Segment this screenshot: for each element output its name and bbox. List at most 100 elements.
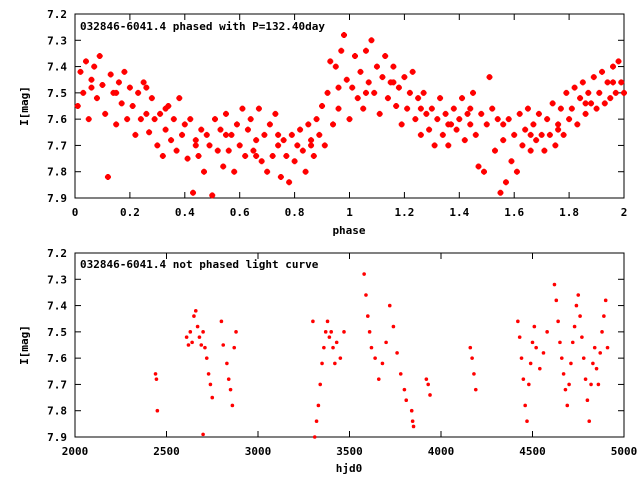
x-tick-label: 0.8	[285, 206, 305, 219]
data-point	[505, 116, 512, 123]
x-tick-label: 2500	[153, 445, 180, 458]
data-point	[308, 142, 315, 149]
data-point	[239, 105, 246, 112]
data-point	[232, 345, 237, 350]
data-point	[417, 131, 424, 138]
data-point	[428, 393, 432, 397]
data-point	[574, 121, 581, 128]
unphased-y-axis-label: I[mag]	[18, 325, 31, 365]
data-point	[603, 298, 608, 303]
data-point	[305, 121, 312, 128]
data-point	[404, 398, 409, 403]
data-point	[442, 110, 449, 117]
data-point	[583, 377, 588, 381]
x-tick-label: 0.2	[120, 206, 140, 219]
data-point	[380, 361, 385, 366]
data-point	[335, 105, 342, 112]
data-point	[308, 137, 315, 144]
unphased-light-curve-panel: 032846-6041.4 not phased light curve 200…	[18, 247, 637, 475]
data-point	[230, 403, 235, 408]
y-tick-label: 7.2	[47, 247, 67, 260]
y-tick-label: 7.2	[47, 8, 67, 21]
data-point	[522, 126, 529, 133]
phased-y-axis-label: I[mag]	[18, 86, 31, 126]
data-point	[231, 168, 238, 175]
data-point	[187, 116, 194, 123]
data-point	[538, 131, 545, 138]
x-tick-label: 3000	[245, 445, 272, 458]
data-point	[225, 147, 232, 154]
x-tick-label: 1.8	[559, 206, 579, 219]
y-tick-label: 7.9	[47, 192, 67, 205]
data-point	[527, 382, 531, 387]
y-tick-label: 7.4	[47, 61, 67, 74]
data-point	[373, 356, 377, 360]
data-point	[390, 63, 397, 70]
data-point	[228, 387, 233, 392]
data-point	[143, 84, 150, 91]
data-point	[137, 116, 144, 123]
data-point	[426, 382, 430, 387]
data-point	[286, 179, 293, 186]
data-point	[434, 116, 441, 123]
data-point	[329, 330, 334, 334]
data-point	[552, 282, 557, 287]
data-point	[91, 63, 98, 70]
data-point	[581, 356, 586, 360]
data-point	[321, 142, 328, 149]
data-point	[521, 377, 526, 381]
x-tick-label: 0.6	[230, 206, 250, 219]
data-point	[384, 340, 388, 345]
data-point	[104, 173, 111, 180]
data-point	[233, 121, 240, 128]
data-point	[412, 116, 419, 123]
data-point	[184, 155, 191, 162]
data-point	[192, 137, 199, 144]
data-point	[266, 121, 273, 128]
data-point	[431, 142, 438, 149]
data-point	[533, 137, 540, 144]
data-point	[395, 84, 402, 91]
data-point	[516, 319, 520, 324]
data-point	[338, 356, 343, 360]
data-point	[146, 129, 153, 136]
data-point	[538, 366, 542, 371]
data-point	[210, 395, 215, 400]
data-point	[132, 131, 139, 138]
data-point	[365, 79, 372, 86]
phased-y-ticks: 7.2 7.3 7.4 7.5 7.6 7.7 7.8 7.9	[47, 8, 624, 205]
data-point	[472, 131, 479, 138]
data-point	[596, 89, 603, 96]
y-tick-label: 7.7	[47, 139, 67, 152]
data-point	[157, 110, 164, 117]
data-point	[475, 163, 482, 170]
data-point	[592, 345, 597, 350]
data-point	[201, 432, 205, 437]
data-point	[566, 116, 573, 123]
data-point	[366, 314, 370, 318]
y-tick-label: 7.8	[47, 405, 67, 418]
data-point	[409, 68, 416, 75]
data-point	[384, 95, 391, 102]
data-point	[519, 356, 524, 360]
data-point	[570, 340, 575, 345]
data-point	[411, 424, 416, 429]
unphased-y-ticks: 7.2 7.3 7.4 7.5 7.6 7.7 7.8 7.9	[47, 247, 624, 444]
data-point	[558, 340, 562, 345]
data-point	[376, 377, 381, 381]
data-point	[559, 356, 564, 360]
data-point	[217, 126, 224, 133]
data-point	[535, 110, 542, 117]
data-point	[568, 105, 575, 112]
data-point	[269, 152, 276, 159]
data-point	[555, 121, 562, 128]
data-point	[342, 330, 346, 334]
data-point	[395, 351, 399, 355]
data-point	[316, 403, 321, 408]
data-point	[390, 79, 397, 86]
data-point	[527, 147, 534, 154]
data-point	[467, 105, 474, 112]
x-tick-label: 0.4	[175, 206, 195, 219]
data-point	[195, 324, 200, 329]
data-point	[234, 330, 238, 334]
